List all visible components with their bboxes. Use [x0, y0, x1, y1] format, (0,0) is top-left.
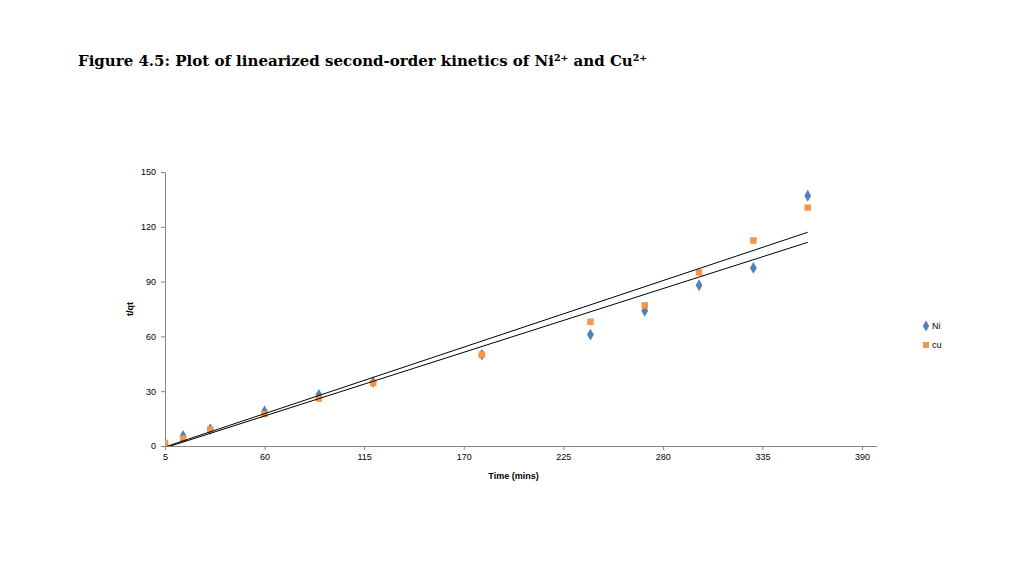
point [696, 269, 702, 275]
y-tick-label: 0 [151, 441, 156, 451]
x-tick-label: 60 [260, 452, 270, 462]
x-tick-mark [165, 446, 166, 450]
y-tick-mark [161, 391, 165, 392]
y-tick: 150 [141, 167, 165, 177]
point [165, 440, 168, 446]
y-axis-title: t/qt [125, 302, 135, 316]
y-tick: 120 [141, 222, 165, 232]
y-tick-label: 90 [146, 277, 156, 287]
point [804, 190, 811, 202]
x-tick: 170 [457, 446, 472, 462]
y-tick-mark [161, 282, 165, 283]
x-tick: 225 [556, 446, 571, 462]
x-tick-label: 390 [855, 452, 870, 462]
plot-area [165, 190, 811, 446]
point [165, 437, 168, 446]
x-tick-mark [464, 446, 465, 450]
x-tick-label: 5 [163, 452, 168, 462]
x-tick: 390 [855, 446, 870, 462]
series-points [165, 204, 811, 446]
point [642, 302, 648, 308]
point [804, 204, 810, 210]
x-tick-label: 335 [755, 452, 770, 462]
x-tick: 5 [163, 446, 168, 462]
y-tick-mark [161, 227, 165, 228]
x-tick-mark [364, 446, 365, 450]
x-tick-mark [563, 446, 564, 450]
y-tick: 30 [146, 387, 165, 397]
y-tick-label: 30 [146, 387, 156, 397]
legend-marker [923, 342, 929, 348]
x-tick-label: 280 [656, 452, 671, 462]
y-tick-mark [161, 172, 165, 173]
point [479, 351, 485, 357]
y-axis: 0 30 60 90 120 150 [141, 167, 166, 451]
y-tick-label: 150 [141, 167, 156, 177]
point [478, 349, 485, 361]
legend-label: Ni [932, 321, 941, 331]
x-tick: 280 [656, 446, 671, 462]
legend-label: cu [932, 340, 942, 350]
point [750, 262, 757, 274]
x-tick-label: 170 [457, 452, 472, 462]
y-tick-mark [161, 336, 165, 337]
x-tick-label: 225 [556, 452, 571, 462]
y-tick-mark [161, 446, 165, 447]
chart: Figure 4.5: Plot of linearized second-or… [0, 0, 1024, 576]
point [750, 237, 756, 243]
x-axis-title: Time (mins) [488, 471, 538, 481]
x-tick-mark [862, 446, 863, 450]
y-tick-label: 60 [146, 332, 156, 342]
trendline [165, 232, 808, 446]
trendline [165, 242, 808, 446]
x-axis: 5 60 115 170 225 280 335 390 [163, 446, 877, 462]
x-tick-mark [663, 446, 664, 450]
y-tick: 0 [151, 441, 165, 451]
x-axis-line [166, 446, 878, 447]
point [696, 279, 703, 291]
title: Figure 4.5: Plot of linearized second-or… [78, 52, 647, 70]
point [587, 319, 593, 325]
y-axis-line [165, 173, 166, 447]
x-tick-mark [762, 446, 763, 450]
x-tick-mark [265, 446, 266, 450]
y-tick-label: 120 [141, 222, 156, 232]
series-points [165, 190, 811, 446]
point [587, 329, 594, 341]
x-tick: 115 [357, 446, 371, 462]
x-tick-label: 115 [357, 452, 371, 462]
x-tick: 335 [755, 446, 770, 462]
legend-marker [923, 321, 929, 332]
y-tick: 60 [146, 332, 165, 342]
legend: Ni cu [923, 321, 942, 350]
x-tick: 60 [260, 446, 270, 462]
y-tick: 90 [146, 277, 165, 287]
